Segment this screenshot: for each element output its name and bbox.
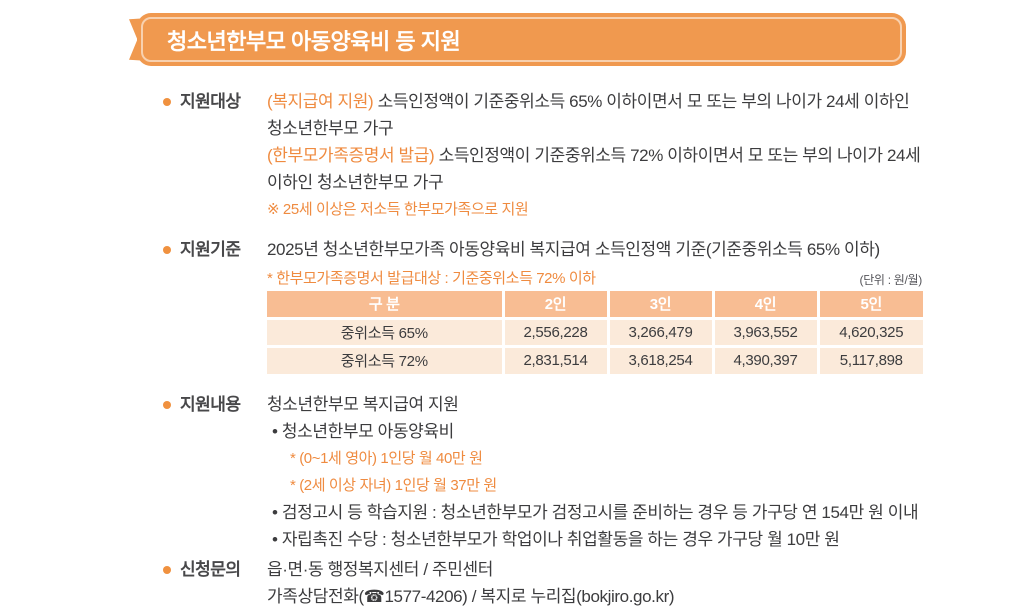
contact-phone-line: 가족상담전화(☎1577-4206) / 복지로 누리집(bokjiro.go.… <box>267 587 675 606</box>
target-age-note: ※ 25세 이상은 저소득 한부모가족으로 지원 <box>267 201 529 218</box>
target-item-certificate-text: 소득인정액이 기준중위소득 72% 이하이면서 모 또는 부의 나이가 24세 … <box>267 146 921 192</box>
section-label-column: 지원기준 <box>163 236 267 263</box>
table-cell: 3,266,479 <box>606 316 713 346</box>
orange-bullet-icon <box>163 246 171 254</box>
section-support-content: 지원내용 청소년한부모 복지급여 지원 • 청소년한부모 아동양육비 * (0~… <box>163 391 935 553</box>
table-cell: 4,390,397 <box>711 344 818 374</box>
table-header-cell: 3인 <box>606 291 713 318</box>
section-label-column: 지원대상 <box>163 88 267 115</box>
table-row-median-72: 중위소득 72% 2,831,514 3,618,254 4,390,397 5… <box>267 344 923 374</box>
table-cell: 3,618,254 <box>606 344 713 374</box>
content-bullet-allowance: • 자립촉진 수당 : 청소년한부모가 학업이나 취업활동을 하는 경우 가구당… <box>272 530 840 549</box>
table-cell: 중위소득 65% <box>267 316 503 346</box>
section-label-column: 지원내용 <box>163 391 267 418</box>
page-title: 청소년한부모 아동양육비 등 지원 <box>167 28 461 54</box>
content-heading: 청소년한부모 복지급여 지원 <box>267 395 459 414</box>
section-content: (복지급여 지원) 소득인정액이 기준중위소득 65% 이하이면서 모 또는 부… <box>267 88 935 223</box>
section-content: 읍·면·동 행정복지센터 / 주민센터 가족상담전화(☎1577-4206) /… <box>267 556 935 610</box>
table-cell: 3,963,552 <box>711 316 818 346</box>
income-criteria-table: 구 분 2인 3인 4인 5인 중위소득 65% 2,556,228 3,266… <box>267 291 923 374</box>
content-bullet-education: • 검정고시 등 학습지원 : 청소년한부모가 검정고시를 준비하는 경우 등 … <box>272 503 919 522</box>
orange-bullet-icon <box>163 401 171 409</box>
table-cell: 5,117,898 <box>816 344 923 374</box>
content-subnote-child: * (2세 이상 자녀) 1인당 월 37만 원 <box>290 477 497 494</box>
target-item-certificate: (한부모가족증명서 발급) 소득인정액이 기준중위소득 72% 이하이면서 모 … <box>267 142 935 196</box>
title-banner: 청소년한부모 아동양육비 등 지원 <box>129 13 906 66</box>
target-item-certificate-tag: (한부모가족증명서 발급) <box>267 146 435 165</box>
section-support-target: 지원대상 (복지급여 지원) 소득인정액이 기준중위소득 65% 이하이면서 모… <box>163 88 935 223</box>
section-content: 청소년한부모 복지급여 지원 • 청소년한부모 아동양육비 * (0~1세 영아… <box>267 391 935 553</box>
section-contact: 신청문의 읍·면·동 행정복지센터 / 주민센터 가족상담전화(☎1577-42… <box>163 556 935 610</box>
table-cell: 중위소득 72% <box>267 344 503 374</box>
section-content: 2025년 청소년한부모가족 아동양육비 복지급여 소득인정액 기준(기준중위소… <box>267 236 935 374</box>
criteria-title: 2025년 청소년한부모가족 아동양육비 복지급여 소득인정액 기준(기준중위소… <box>267 240 880 259</box>
banner-ribbon-tail-icon <box>129 18 149 61</box>
target-item-welfare-tag: (복지급여 지원) <box>267 92 374 111</box>
table-header-cell: 4인 <box>711 291 818 318</box>
table-cell: 4,620,325 <box>816 316 923 346</box>
section-label: 지원기준 <box>180 240 241 259</box>
table-cell: 2,556,228 <box>501 316 608 346</box>
section-label-column: 신청문의 <box>163 556 267 583</box>
orange-bullet-icon <box>163 98 171 106</box>
section-support-criteria: 지원기준 2025년 청소년한부모가족 아동양육비 복지급여 소득인정액 기준(… <box>163 236 935 374</box>
target-item-welfare: (복지급여 지원) 소득인정액이 기준중위소득 65% 이하이면서 모 또는 부… <box>267 88 935 142</box>
criteria-subrow: * 한부모가족증명서 발급대상 : 기준중위소득 72% 이하 (단위 : 원/… <box>267 263 922 288</box>
table-row-median-65: 중위소득 65% 2,556,228 3,266,479 3,963,552 4… <box>267 316 923 346</box>
orange-bullet-icon <box>163 566 171 574</box>
table-header-cell: 2인 <box>501 291 608 318</box>
table-cell: 2,831,514 <box>501 344 608 374</box>
content-bullet-childcare: • 청소년한부모 아동양육비 <box>272 422 454 441</box>
section-label: 신청문의 <box>180 560 241 579</box>
table-header-row: 구 분 2인 3인 4인 5인 <box>267 291 923 318</box>
contact-center-line: 읍·면·동 행정복지센터 / 주민센터 <box>267 560 493 579</box>
target-item-welfare-text: 소득인정액이 기준중위소득 65% 이하이면서 모 또는 부의 나이가 24세 … <box>267 92 910 138</box>
table-header-cell: 구 분 <box>267 291 503 318</box>
banner-inner-border: 청소년한부모 아동양육비 등 지원 <box>141 17 902 62</box>
section-label: 지원대상 <box>180 92 241 111</box>
table-header-cell: 5인 <box>816 291 923 318</box>
content-subnote-infant: * (0~1세 영아) 1인당 월 40만 원 <box>290 450 483 467</box>
section-label: 지원내용 <box>180 395 241 414</box>
table-unit-label: (단위 : 원/월) <box>859 273 923 287</box>
table-body: 중위소득 65% 2,556,228 3,266,479 3,963,552 4… <box>267 316 923 374</box>
table-header: 구 분 2인 3인 4인 5인 <box>267 291 923 318</box>
criteria-certificate-note: * 한부모가족증명서 발급대상 : 기준중위소득 72% 이하 <box>267 270 596 287</box>
